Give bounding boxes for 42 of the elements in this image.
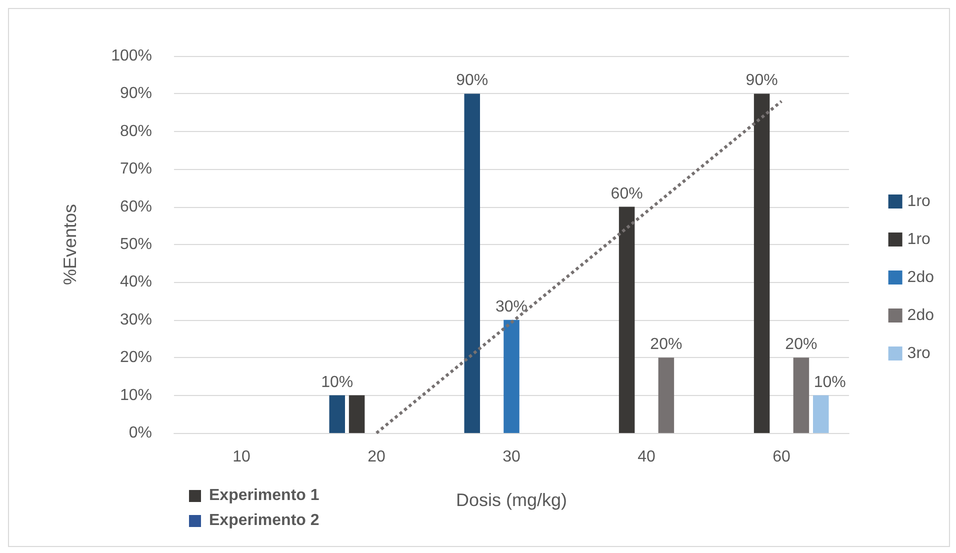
bar (658, 358, 674, 433)
data-label: 20% (785, 336, 818, 354)
data-label: 20% (650, 336, 682, 354)
bar (464, 94, 480, 433)
x-tick-label: 10 (232, 448, 250, 466)
y-tick-label: 100% (111, 48, 152, 64)
x-tick-label: 20 (368, 448, 386, 466)
y-tick-label: 90% (120, 85, 152, 102)
y-tick-label: 50% (120, 236, 152, 253)
bar (793, 358, 810, 433)
legend-label: 2do (907, 307, 934, 324)
y-tick-label: 0% (128, 424, 152, 442)
x-tick-label: 30 (502, 448, 520, 466)
data-label: 90% (746, 72, 778, 90)
data-label: 90% (456, 72, 488, 90)
y-tick-label: 60% (120, 198, 152, 216)
bar (754, 94, 770, 433)
legend-label: 1ro (907, 231, 931, 248)
y-tick-label: 80% (120, 122, 152, 140)
y-tick-label: 10% (120, 386, 152, 404)
data-label: 60% (610, 185, 643, 202)
legend-label: 3ro (907, 345, 931, 362)
y-tick-label: 70% (120, 160, 152, 178)
bar (504, 320, 520, 433)
y-axis-title: %Eventos (60, 204, 80, 286)
y-tick-label: 40% (120, 274, 152, 291)
data-label: 30% (495, 298, 528, 316)
x-tick-label: 60 (772, 448, 790, 466)
text: Experimento 1 (209, 486, 320, 504)
bar (813, 395, 829, 433)
legend-label: 2do (907, 269, 934, 286)
y-tick-label: 30% (120, 311, 152, 328)
legend-label: 1ro (907, 193, 931, 210)
bar (329, 395, 345, 433)
bar (348, 395, 365, 433)
data-label: 10% (814, 374, 846, 391)
x-tick-label: 40 (638, 448, 656, 466)
data-label: 10% (321, 374, 354, 391)
text: Experimento 2 (209, 512, 320, 530)
y-tick-label: 20% (120, 349, 152, 366)
x-axis-title: Dosis (mg/kg) (456, 490, 568, 510)
bar (618, 206, 635, 433)
